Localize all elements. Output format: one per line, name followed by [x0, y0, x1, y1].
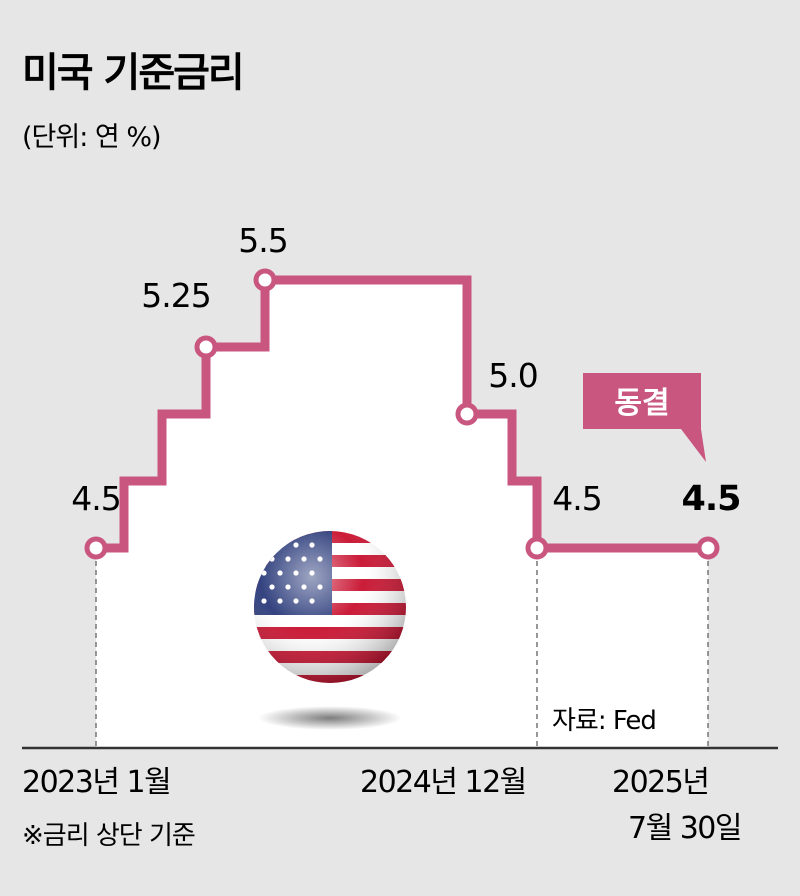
source-label: 자료: Fed	[552, 706, 656, 736]
x-tick-2025-date: 7월 30일	[628, 811, 741, 846]
value-label-5.25: 5.25	[141, 276, 210, 315]
callout-text: 동결	[614, 386, 669, 421]
value-label-4.5-latest: 4.5	[681, 479, 740, 519]
marker-5.0	[455, 402, 479, 426]
x-tick-2024: 2024년 12월	[360, 765, 526, 800]
marker-4.5-2024	[525, 536, 549, 560]
value-label-5.5: 5.5	[238, 221, 287, 260]
marker-5.5	[253, 268, 277, 292]
unit-label: (단위: 연 %)	[22, 122, 161, 153]
x-tick-2023: 2023년 1월	[22, 765, 170, 800]
value-label-4.5-start: 4.5	[71, 479, 120, 518]
value-label-4.5-2024: 4.5	[552, 479, 601, 518]
rate-step-line	[96, 275, 708, 553]
callout-bubble: 동결	[583, 373, 706, 462]
footnote: ※금리 상단 기준	[22, 821, 195, 851]
marker-4.5-latest	[696, 536, 720, 560]
marker-4.5-start	[84, 536, 108, 560]
rate-area	[96, 280, 708, 748]
chart-title: 미국 기준금리	[22, 50, 243, 96]
marker-5.25	[194, 335, 218, 359]
x-tick-2025: 2025년	[612, 765, 708, 800]
value-label-5.0: 5.0	[488, 356, 537, 395]
